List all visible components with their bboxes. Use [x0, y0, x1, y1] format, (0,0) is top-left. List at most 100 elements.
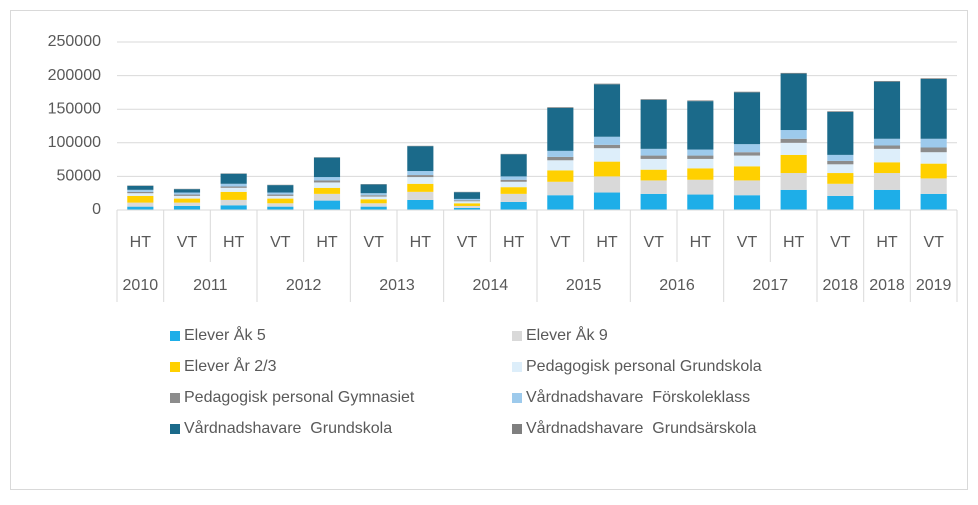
bar-segment: [407, 171, 433, 175]
bar-segment: [921, 139, 947, 148]
bar-segment: [314, 180, 340, 182]
y-tick-label: 0: [92, 201, 101, 218]
bar-segment: [781, 155, 807, 173]
bar-segment: [407, 184, 433, 192]
y-tick-label: 150000: [48, 100, 101, 117]
bar-segment: [314, 194, 340, 201]
legend-swatch: [170, 393, 180, 403]
bar-segment: [827, 155, 853, 161]
bar-segment: [594, 84, 620, 85]
bar-segment: [127, 193, 153, 196]
group-label: 2012: [286, 277, 322, 294]
bar-segment: [641, 100, 667, 149]
bar-segment: [547, 151, 573, 157]
legend-swatch: [512, 393, 522, 403]
bar-segment: [687, 168, 713, 179]
bar-segment: [501, 154, 527, 176]
bar-segment: [127, 190, 153, 192]
bar-segment: [221, 186, 247, 187]
bar-segment: [127, 192, 153, 193]
bar-segment: [921, 148, 947, 153]
bar-segment: [501, 202, 527, 210]
bar-segment: [594, 162, 620, 177]
bar-segment: [781, 139, 807, 143]
group-label: 2010: [123, 277, 159, 294]
group-label: 2017: [753, 277, 789, 294]
x-tick-label: VT: [643, 234, 664, 251]
x-tick-label: HT: [223, 234, 245, 251]
bar-segment: [641, 156, 667, 159]
bar-segment: [687, 101, 713, 149]
bar-segment: [921, 79, 947, 139]
bar-segment: [687, 159, 713, 168]
legend-label: Vårdnadshavare Grundsärskola: [526, 419, 756, 437]
bar-segment: [827, 196, 853, 210]
bar-segment: [827, 112, 853, 155]
x-tick-label: HT: [503, 234, 525, 251]
bar-segment: [501, 176, 527, 179]
bar-segment: [687, 100, 713, 101]
bar-segment: [547, 182, 573, 195]
bar-segment: [781, 73, 807, 74]
bar-segment: [641, 194, 667, 210]
x-tick-label: HT: [690, 234, 712, 251]
bar-segment: [594, 148, 620, 161]
bar-segment: [501, 194, 527, 202]
bar-segment: [174, 203, 200, 206]
bar-segment: [267, 185, 293, 192]
bar-segment: [361, 193, 387, 195]
bar-segment: [174, 199, 200, 203]
bar-segment: [687, 150, 713, 156]
bar-segment: [361, 184, 387, 193]
legend-swatch: [512, 362, 522, 372]
bar-segment: [594, 193, 620, 210]
y-tick-label: 250000: [48, 33, 101, 50]
bar-segment: [221, 184, 247, 187]
bar-segment: [547, 108, 573, 151]
bar-segment: [734, 152, 760, 155]
bar-segment: [361, 207, 387, 210]
bar-segment: [361, 197, 387, 200]
legend-swatch: [512, 424, 522, 434]
bar-segment: [547, 107, 573, 108]
bar-segment: [781, 190, 807, 210]
bar-segment: [267, 203, 293, 206]
bar-segment: [221, 200, 247, 205]
bar-segment: [781, 143, 807, 155]
bar-segment: [407, 175, 433, 177]
bar-segment: [827, 184, 853, 196]
bar-segment: [687, 195, 713, 210]
bar-segment: [454, 200, 480, 201]
x-tick-label: VT: [550, 234, 571, 251]
bar-segment: [361, 203, 387, 206]
bar-segment: [874, 149, 900, 162]
bar-segment: [501, 180, 527, 182]
bar-segment: [921, 194, 947, 210]
bar-segment: [547, 170, 573, 181]
bar-segment: [594, 84, 620, 136]
bar-segment: [267, 207, 293, 210]
bar-segment: [827, 161, 853, 164]
bar-segment: [174, 189, 200, 192]
bar-segment: [221, 174, 247, 184]
group-label: 2019: [916, 277, 952, 294]
group-label: 2018: [869, 277, 905, 294]
chart-border: [11, 11, 968, 490]
bar-segment: [547, 157, 573, 160]
bar-segment: [127, 203, 153, 207]
legend-label: Elever Åk 9: [526, 325, 608, 344]
bar-segment: [687, 180, 713, 195]
bar-segment: [221, 205, 247, 210]
bar-segment: [361, 195, 387, 196]
bar-segment: [314, 158, 340, 177]
bar-segment: [874, 145, 900, 148]
bar-segment: [454, 199, 480, 200]
bar-segment: [407, 200, 433, 210]
bar-segment: [781, 74, 807, 130]
legend-label: Elever Åk 5: [184, 325, 266, 344]
x-tick-label: VT: [830, 234, 851, 251]
x-tick-label: VT: [363, 234, 384, 251]
x-tick-label: VT: [177, 234, 198, 251]
bar-segment: [267, 196, 293, 199]
